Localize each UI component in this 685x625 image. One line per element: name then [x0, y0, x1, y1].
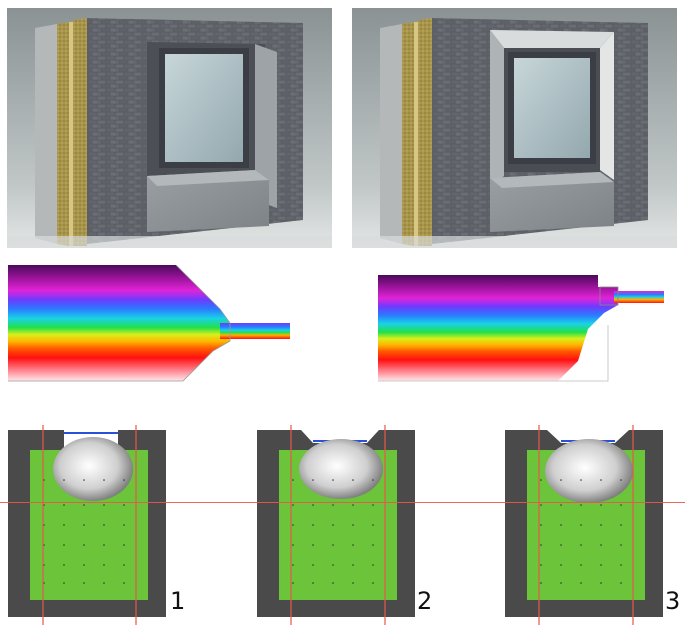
render-insulation-layer-1 — [57, 22, 69, 246]
render-left-svg — [7, 8, 332, 248]
panel-bulb — [545, 439, 633, 503]
render-angled-reveal-right — [600, 32, 614, 180]
sensor-panel-2: 2 — [257, 425, 437, 625]
render-angled-reveal-top — [490, 30, 614, 48]
thermal-left-field — [8, 265, 230, 381]
panel-notch — [301, 430, 379, 443]
render-sill-block — [490, 172, 614, 232]
panel-label: 1 — [170, 587, 186, 615]
thermal-right-field — [378, 275, 618, 381]
panel-sensor-dots — [292, 479, 374, 584]
thermal-left-outlet — [220, 323, 290, 339]
guide-horizontal-line — [0, 502, 685, 503]
panel-bulb — [53, 437, 133, 501]
render-left — [7, 8, 332, 248]
thermal-right — [378, 265, 668, 393]
render-window-glass — [165, 54, 243, 162]
thermal-left-svg — [8, 265, 290, 393]
panel-label: 2 — [417, 587, 433, 615]
render-sill-block — [147, 170, 269, 232]
render-insulation-layer-2 — [73, 18, 87, 246]
panel-label: 3 — [665, 587, 681, 615]
panel-sensor-dots — [540, 479, 622, 584]
render-right-svg — [352, 8, 677, 248]
render-right — [352, 8, 677, 248]
sensor-panel-1: 1 — [8, 425, 188, 625]
thermal-right-svg — [378, 265, 668, 393]
sensor-panel-2-svg — [257, 425, 415, 625]
render-window-glass — [514, 58, 590, 158]
panel-notch — [547, 430, 629, 443]
thermal-right-outlet — [614, 291, 664, 303]
sensor-panel-3: 3 — [505, 425, 685, 625]
panel-bulb — [299, 439, 383, 499]
thermal-left — [8, 265, 290, 393]
sensor-panel-1-svg — [8, 425, 166, 625]
sensor-panel-3-svg — [505, 425, 663, 625]
render-grey-layer — [35, 24, 57, 244]
render-angled-reveal-left — [490, 30, 504, 186]
